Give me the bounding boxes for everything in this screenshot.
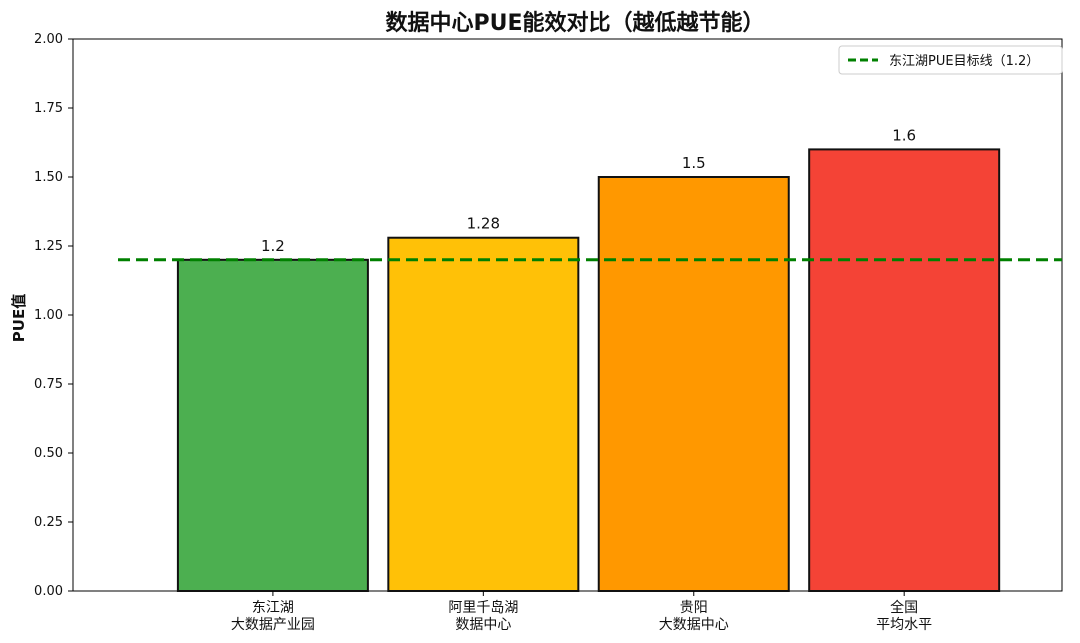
bar-2 [387,236,580,592]
bar-1 [176,258,369,592]
y-tick-label: 0.75 [34,377,63,392]
legend-box [838,45,1063,75]
y-axis-label: PUE值 [10,294,28,342]
y-tick-label: 0.50 [34,446,63,461]
x-tick-label-4-line-1: 全国 [890,599,918,616]
x-tick-label-2-line-2: 数据中心 [455,617,511,633]
x-tick-label-1-line-2: 大数据产业园 [231,617,315,633]
bar-4 [808,148,1001,592]
x-tick-label-3-line-2: 大数据中心 [659,617,729,633]
y-tick-label: 1.00 [34,308,63,323]
x-tick-label-1-line-1: 东江湖 [252,600,294,616]
x-tick-label-2-line-1: 阿里千岛湖 [448,600,518,616]
data-label-1: 1.2 [261,237,285,255]
y-tick-label: 0.00 [34,584,63,599]
data-label-2: 1.28 [467,215,500,233]
data-label-3: 1.5 [682,154,706,172]
y-tick-label: 2.00 [34,32,63,47]
x-tick-label-3-line-1: 贵阳 [680,600,708,616]
y-tick-label: 1.25 [34,239,63,254]
y-tick-label: 1.75 [34,101,63,116]
y-tick-label: 1.50 [34,170,63,185]
data-label-4: 1.6 [892,126,916,144]
y-tick-label: 0.25 [34,515,63,530]
chart-title: 数据中心PUE能效对比（越低越节能） [385,10,764,36]
bar-3 [597,176,790,592]
x-tick-label-4-line-2: 平均水平 [876,617,932,633]
legend-label: 东江湖PUE目标线（1.2） [889,54,1039,69]
